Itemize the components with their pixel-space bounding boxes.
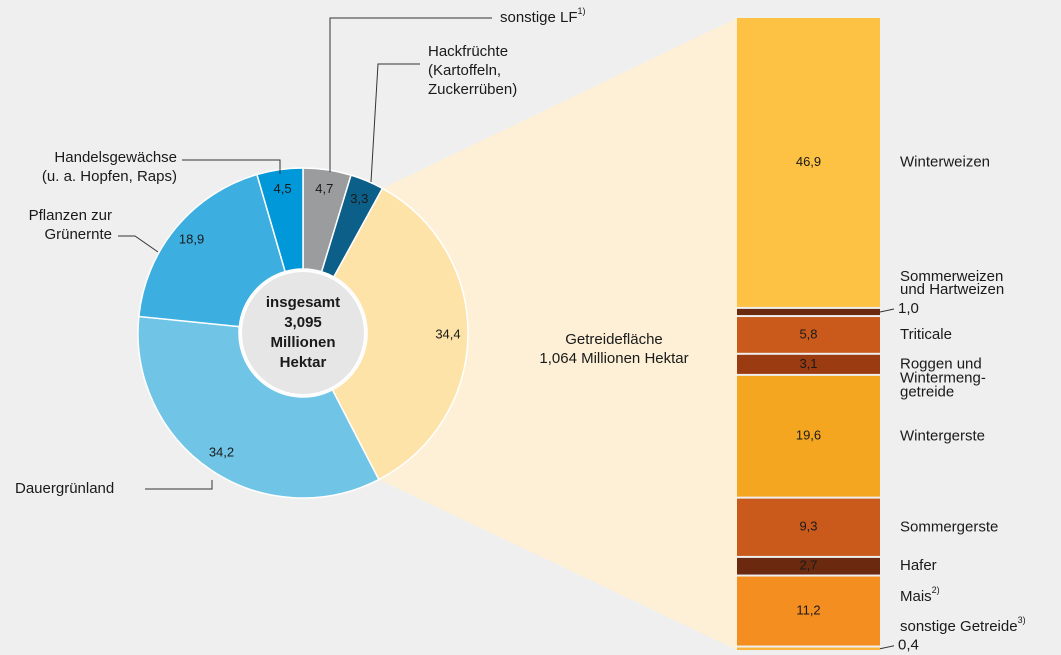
value-label: 9,3 bbox=[799, 519, 817, 534]
category-label: Roggen und bbox=[900, 355, 982, 372]
category-label: sonstige Getreide3) bbox=[900, 615, 1026, 635]
pie-slice bbox=[138, 173, 287, 328]
category-label: Hackfrüchte bbox=[428, 43, 508, 60]
value-label: 19,6 bbox=[796, 428, 821, 443]
category-label: und Hartweizen bbox=[900, 281, 1004, 298]
category-label: Zuckerrüben) bbox=[428, 81, 517, 98]
category-label-line: Wintergerste bbox=[900, 427, 985, 444]
category-label-line: und Hartweizen bbox=[900, 281, 1004, 298]
value-label: 4,5 bbox=[274, 181, 292, 196]
value-label: 5,8 bbox=[799, 326, 817, 341]
category-label: Triticale bbox=[900, 326, 952, 343]
category-label: Handelsgewächse bbox=[54, 149, 177, 166]
connector-wedge bbox=[378, 18, 737, 650]
footnote-mark: 1) bbox=[578, 6, 586, 16]
bar-segment bbox=[737, 317, 880, 353]
category-label-line: sonstige LF bbox=[500, 9, 578, 26]
value-label: 34,2 bbox=[209, 444, 234, 459]
category-label-line: Pflanzen zur bbox=[29, 207, 112, 224]
bar-segment bbox=[737, 647, 880, 650]
category-label: Pflanzen zur bbox=[29, 207, 112, 224]
category-label-line: 1,064 Millionen Hektar bbox=[539, 350, 688, 367]
category-label-line: Hackfrüchte bbox=[428, 43, 508, 60]
category-label: Wintermeng- bbox=[900, 369, 986, 386]
bar-segment bbox=[737, 557, 880, 575]
category-label: sonstige LF1) bbox=[500, 6, 586, 26]
category-label: Sommergerste bbox=[900, 518, 998, 535]
bar-segment bbox=[737, 308, 880, 316]
pie-slice bbox=[331, 187, 469, 481]
value-label: 3,1 bbox=[799, 356, 817, 371]
category-label: 1,064 Millionen Hektar bbox=[539, 350, 688, 367]
category-label-line: Mais bbox=[900, 588, 932, 605]
bar-segment bbox=[737, 375, 880, 497]
leader-line bbox=[182, 159, 281, 174]
category-label-line: Grünernte bbox=[44, 226, 112, 243]
category-label-line: getreide bbox=[900, 383, 954, 400]
category-label-line: Getreidefläche bbox=[565, 331, 663, 348]
category-label: Getreidefläche bbox=[565, 331, 663, 348]
center-label: insgesamt bbox=[266, 294, 340, 311]
center-label: Hektar bbox=[280, 354, 327, 371]
category-label: Sommerweizen bbox=[900, 268, 1003, 285]
value-label: 1,0 bbox=[898, 300, 919, 317]
center-label: 3,095 bbox=[284, 314, 322, 331]
category-label-line: Triticale bbox=[900, 326, 952, 343]
category-label-line: Hafer bbox=[900, 557, 937, 574]
value-label: 0,4 bbox=[898, 637, 919, 654]
category-label: Hafer bbox=[900, 557, 937, 574]
footnote-mark: 3) bbox=[1018, 615, 1026, 625]
center-label: Millionen bbox=[271, 334, 336, 351]
pie-slice bbox=[137, 315, 380, 499]
category-label: getreide bbox=[900, 383, 954, 400]
category-label-line: (Kartoffeln, bbox=[428, 62, 501, 79]
value-label: 2,7 bbox=[799, 558, 817, 573]
leader-line bbox=[370, 63, 420, 183]
category-label: Wintergerste bbox=[900, 427, 985, 444]
category-label: (Kartoffeln, bbox=[428, 62, 501, 79]
category-label-line: Wintermeng- bbox=[900, 369, 986, 386]
value-label: 11,2 bbox=[796, 602, 820, 617]
category-label: Mais2) bbox=[900, 585, 940, 605]
category-label-line: Sommergerste bbox=[900, 518, 998, 535]
value-label: 34,4 bbox=[435, 326, 460, 341]
leader-line bbox=[118, 235, 159, 253]
center-disc bbox=[240, 270, 366, 396]
footnote-mark: 2) bbox=[932, 585, 940, 595]
bar-segment bbox=[737, 354, 880, 374]
leader-line bbox=[879, 645, 895, 650]
category-label: (u. a. Hopfen, Raps) bbox=[42, 168, 177, 185]
category-label-line: Dauergrünland bbox=[15, 480, 114, 497]
category-label-line: Zuckerrüben) bbox=[428, 81, 517, 98]
category-label-line: Roggen und bbox=[900, 355, 982, 372]
category-label-line: (u. a. Hopfen, Raps) bbox=[42, 168, 177, 185]
category-label-line: Sommerweizen bbox=[900, 268, 1003, 285]
category-label-line: Handelsgewächse bbox=[54, 149, 177, 166]
value-label: 3,3 bbox=[350, 191, 368, 206]
bar-segment bbox=[737, 498, 880, 556]
value-label: 46,9 bbox=[796, 154, 821, 169]
bar-segment bbox=[737, 18, 880, 307]
bar-segment bbox=[737, 576, 880, 646]
category-label: Grünernte bbox=[44, 226, 112, 243]
leader-line bbox=[145, 480, 213, 490]
category-label: Winterweizen bbox=[900, 153, 990, 170]
category-label: Dauergrünland bbox=[15, 480, 114, 497]
leader-line bbox=[329, 17, 492, 172]
category-label-line: sonstige Getreide bbox=[900, 618, 1018, 635]
value-label: 18,9 bbox=[179, 232, 204, 247]
category-label-line: Winterweizen bbox=[900, 153, 990, 170]
pie-slice bbox=[256, 167, 304, 273]
value-label: 4,7 bbox=[315, 181, 333, 196]
leader-line bbox=[879, 308, 895, 313]
